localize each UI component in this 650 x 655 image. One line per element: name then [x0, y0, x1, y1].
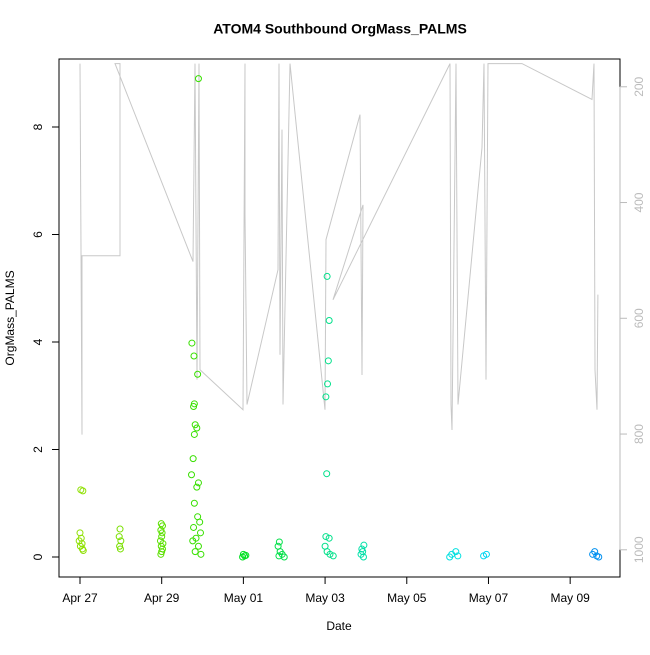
point: [190, 499, 198, 507]
point: [193, 483, 201, 491]
point: [589, 550, 597, 558]
point: [359, 553, 367, 561]
point: [194, 370, 202, 378]
y-tick-label: 6: [31, 231, 45, 238]
point: [454, 552, 462, 560]
plot-layer: [75, 63, 603, 561]
point: [191, 421, 199, 429]
point: [159, 522, 167, 530]
point: [324, 357, 332, 365]
point: [196, 518, 204, 526]
point: [275, 538, 283, 546]
chart-title: ATOM4 Southbound OrgMass_PALMS: [213, 21, 467, 37]
point: [116, 525, 124, 533]
pressure-line: [79, 63, 599, 435]
y-tick-label: 4: [31, 338, 45, 345]
point: [326, 550, 334, 558]
point: [194, 479, 202, 487]
point: [595, 553, 603, 561]
point: [191, 548, 199, 556]
x-tick-label: May 01: [224, 591, 264, 605]
point: [190, 352, 198, 360]
y-tick-label: 8: [31, 123, 45, 130]
point: [446, 553, 454, 561]
point: [324, 380, 332, 388]
x-tick-label: May 05: [387, 591, 427, 605]
point: [280, 553, 288, 561]
y-tick-label: 2: [31, 446, 45, 453]
point: [190, 403, 198, 411]
point: [116, 545, 124, 553]
point: [196, 529, 204, 537]
point: [190, 523, 198, 531]
point: [480, 552, 488, 560]
point: [79, 487, 87, 495]
x-tick-label: Apr 29: [144, 591, 180, 605]
point: [193, 424, 201, 432]
point: [197, 550, 205, 558]
point: [190, 430, 198, 438]
point: [275, 552, 283, 560]
x-axis-label: Date: [326, 619, 352, 633]
y2-tick-label: 200: [632, 76, 646, 96]
point: [325, 316, 333, 324]
y2-tick-label: 400: [632, 192, 646, 212]
x-tick-label: May 07: [469, 591, 509, 605]
point: [329, 552, 337, 560]
point: [242, 551, 250, 559]
point: [188, 339, 196, 347]
point: [115, 533, 123, 541]
y-tick-label: 0: [31, 553, 45, 560]
point: [322, 533, 330, 541]
point: [325, 534, 333, 542]
point: [158, 529, 166, 537]
point: [322, 393, 330, 401]
point: [158, 533, 166, 541]
point: [323, 272, 331, 280]
point: [194, 75, 202, 83]
point: [194, 542, 202, 550]
y-axis-label: OrgMass_PALMS: [3, 270, 17, 365]
point: [79, 547, 87, 555]
y2-tick-label: 800: [632, 424, 646, 444]
x-tick-label: Apr 27: [62, 591, 98, 605]
point: [360, 541, 368, 549]
point: [239, 553, 247, 561]
x-tick-label: May 09: [550, 591, 590, 605]
point: [188, 471, 196, 479]
point: [189, 537, 197, 545]
point: [323, 470, 331, 478]
point: [189, 455, 197, 463]
point: [157, 550, 165, 558]
y2-tick-label: 1000: [632, 536, 646, 563]
x-tick-label: May 03: [305, 591, 345, 605]
y2-tick-label: 600: [632, 308, 646, 328]
